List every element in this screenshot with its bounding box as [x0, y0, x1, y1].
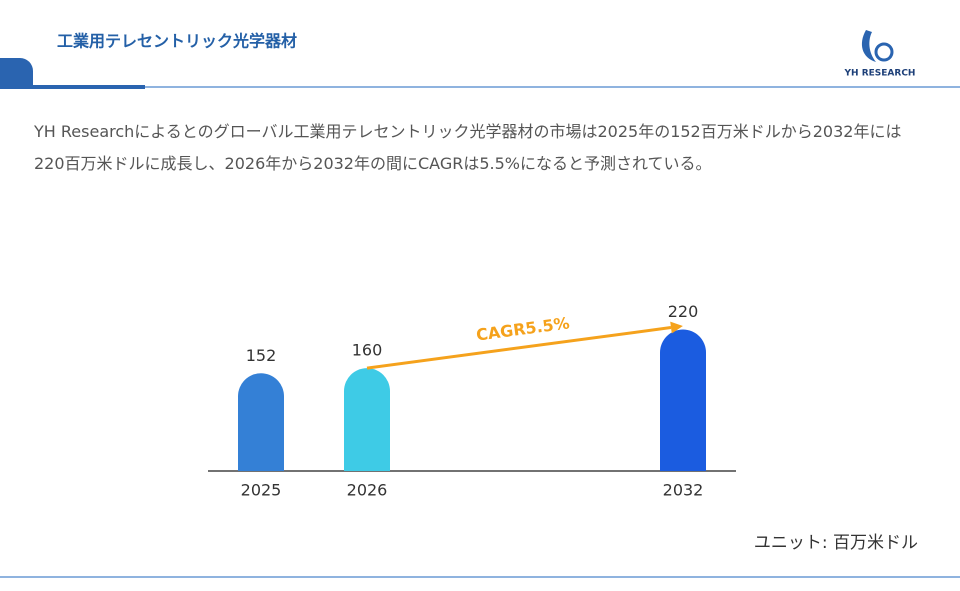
header-tab: [0, 58, 33, 88]
logo-text: YH RESEARCH: [844, 69, 916, 79]
unit-label: ユニット: 百万米ドル: [754, 533, 918, 553]
x-tick-label: 2025: [241, 481, 282, 500]
cagr-label: CAGR5.5%: [475, 313, 571, 344]
footer-rule: [0, 576, 960, 578]
header-rule-accent: [0, 85, 145, 89]
logo: YH RESEARCH: [844, 30, 916, 79]
x-tick-label: 2026: [347, 481, 388, 500]
bar: [660, 329, 706, 471]
x-tick-label: 2032: [663, 481, 704, 500]
logo-leaf: [861, 30, 876, 62]
logo-ring: [874, 42, 894, 62]
header-rule: [0, 86, 960, 88]
value-label: 152: [246, 346, 277, 365]
header-title: 工業用テレセントリック光学器材: [57, 32, 297, 51]
summary: YH Researchによるとのグローバル工業用テレセントリック光学器材の市場は…: [34, 122, 902, 173]
bar: [344, 368, 390, 471]
cagr-arrowhead: [670, 321, 683, 334]
bar: [238, 373, 284, 471]
value-label: 220: [668, 302, 699, 321]
value-label: 160: [352, 341, 383, 360]
cagr-arrow: [366, 326, 672, 370]
